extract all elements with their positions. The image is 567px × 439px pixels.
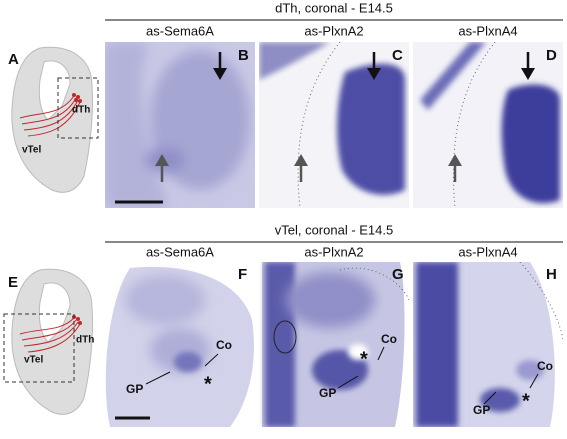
panel-letter: A bbox=[8, 51, 19, 68]
leader bbox=[377, 346, 385, 361]
leader bbox=[529, 373, 539, 389]
micrograph bbox=[105, 42, 255, 208]
region-label: Co bbox=[216, 338, 232, 352]
header: vTel, coronal - E14.5 bbox=[275, 222, 394, 237]
schematic bbox=[11, 46, 99, 193]
schematic-label: dTh bbox=[76, 335, 94, 346]
asterisk: * bbox=[360, 348, 368, 370]
region-label: Co bbox=[381, 332, 397, 346]
region-label: GP bbox=[126, 382, 143, 396]
panel-letter: G bbox=[392, 266, 404, 283]
micrograph bbox=[413, 262, 563, 427]
panel-title: as-Sema6A bbox=[146, 23, 214, 38]
micrograph bbox=[259, 262, 409, 427]
leader bbox=[483, 391, 497, 405]
micrograph bbox=[259, 42, 409, 208]
panel-letter: B bbox=[238, 47, 249, 64]
asterisk: * bbox=[204, 373, 212, 395]
panel-letter: C bbox=[392, 47, 403, 64]
panel-letter: H bbox=[546, 266, 557, 283]
arrow bbox=[155, 52, 535, 182]
header: dTh, coronal - E14.5 bbox=[275, 0, 393, 15]
schematic-label: vTel bbox=[22, 145, 41, 156]
leader bbox=[204, 353, 219, 367]
leader bbox=[145, 371, 171, 385]
panel-title: as-PlxnA4 bbox=[458, 244, 517, 259]
panel-letter: F bbox=[238, 266, 247, 283]
region-label: GP bbox=[319, 386, 336, 400]
panel-title: as-PlxnA4 bbox=[458, 23, 517, 38]
region-label: GP bbox=[473, 403, 490, 417]
panel-title: as-Sema6A bbox=[146, 244, 214, 259]
panel-letter: E bbox=[8, 274, 18, 291]
schematic-label: dTh bbox=[72, 105, 90, 116]
schematic bbox=[3, 268, 94, 415]
schematic-label: vTel bbox=[24, 355, 43, 366]
panel-letter: D bbox=[546, 47, 557, 64]
leader bbox=[337, 375, 359, 389]
micrograph bbox=[105, 262, 255, 427]
micrograph bbox=[413, 42, 563, 208]
panel-title: as-PlxnA2 bbox=[304, 23, 363, 38]
panel-title: as-PlxnA2 bbox=[304, 244, 363, 259]
region-label: Co bbox=[537, 359, 553, 373]
asterisk: * bbox=[522, 390, 530, 412]
